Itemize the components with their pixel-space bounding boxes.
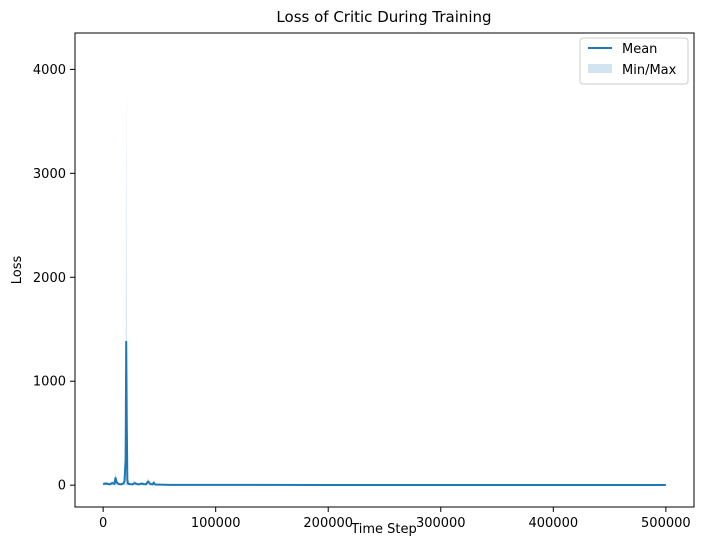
legend: Mean Min/Max [579,37,689,85]
legend-minmax-label: Min/Max [622,63,677,78]
plot-area [74,32,695,508]
y-tick-label: 1000 [33,375,66,390]
y-axis-title: Loss [10,256,25,285]
y-tick-label: 3000 [33,167,66,182]
x-tick-label: 400000 [528,516,578,531]
x-tick-label: 0 [99,516,107,531]
chart-title: Loss of Critic During Training [276,8,491,26]
mean-line [102,340,666,486]
legend-box [579,37,689,85]
x-axis: 0 100000 200000 300000 400000 500000 [99,507,691,531]
x-tick-label: 100000 [191,516,241,531]
x-tick-label: 500000 [641,516,691,531]
y-tick-label: 0 [58,479,66,494]
legend-minmax-swatch [588,64,612,73]
plot-frame [74,32,695,508]
plot-background [75,33,694,507]
x-axis-title: Time Step [350,522,417,537]
y-axis: 0 1000 2000 3000 4000 [33,63,75,494]
x-tick-label: 300000 [416,516,466,531]
x-tick-label: 200000 [303,516,353,531]
y-tick-label: 2000 [33,271,66,286]
legend-mean-label: Mean [622,42,657,57]
y-tick-label: 4000 [33,63,66,78]
